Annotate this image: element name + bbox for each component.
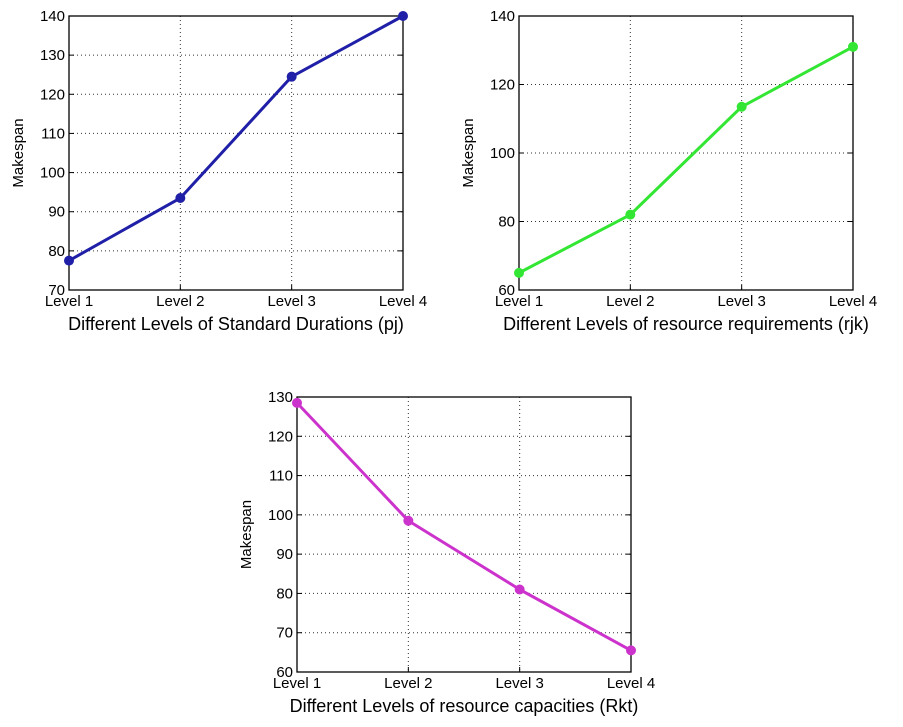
x-tick-label: Level 3	[267, 293, 315, 310]
y-tick-label: 110	[269, 468, 293, 485]
series-line	[68, 14, 404, 262]
y-tick-label: 100	[40, 165, 65, 182]
y-tick-label: 120	[268, 428, 293, 445]
x-axis-label: Different Levels of resource capacities …	[290, 696, 639, 716]
y-axis-label: Makespan	[460, 118, 477, 187]
x-tick-label: Level 1	[45, 293, 93, 310]
chart-2: 60 80 100 120 140 Level 1 Level 2 Level 3 Level …	[460, 8, 877, 334]
x-tick-label: Level 3	[495, 675, 543, 692]
y-tick-label: 140	[40, 8, 65, 25]
x-tick-label: Level 1	[495, 293, 543, 310]
chart-1: 70 80 90 100 110 120 130 140 Level 1 Level 2 Level…	[10, 8, 427, 334]
data-point	[625, 209, 636, 220]
x-tick-label: Level 4	[607, 675, 655, 692]
series-line	[518, 45, 854, 275]
plot-frame	[518, 15, 854, 291]
data-point	[398, 11, 408, 21]
x-tick-label: Level 2	[606, 293, 654, 310]
series-line	[295, 401, 632, 652]
y-tick-label: 60	[498, 282, 515, 299]
y-tick-label: 90	[48, 204, 65, 221]
data-point	[286, 71, 297, 82]
chart-3: 60 70 80 90 100 110 120 130 Level 1 Level 2 Level …	[238, 389, 655, 716]
y-tick-label: 120	[40, 86, 65, 103]
x-tick-label: Level 3	[717, 293, 765, 310]
y-tick-label: 80	[48, 243, 65, 260]
y-tick-label: 70	[48, 282, 65, 299]
y-tick-label: 100	[268, 507, 293, 524]
x-tick-label: Level 4	[379, 293, 427, 310]
y-tick-label: 70	[276, 625, 293, 642]
y-tick-label: 120	[490, 77, 515, 94]
x-axis-label: Different Levels of Standard Durations (…	[68, 314, 404, 334]
plot-frame	[68, 15, 404, 291]
data-point	[514, 267, 524, 278]
data-point	[292, 397, 302, 408]
y-tick-label: 140	[490, 8, 515, 25]
y-tick-label: 100	[490, 145, 515, 162]
y-axis-label: Makespan	[10, 118, 27, 187]
y-tick-label: 110	[41, 125, 65, 142]
data-point	[403, 515, 414, 526]
y-tick-label: 60	[276, 664, 293, 681]
y-tick-label: 130	[268, 389, 293, 406]
data-point	[736, 101, 747, 112]
y-tick-label: 80	[276, 585, 293, 602]
plot-frame	[296, 396, 632, 673]
x-tick-label: Level 2	[156, 293, 204, 310]
x-tick-label: Level 2	[384, 675, 432, 692]
y-tick-label: 90	[276, 546, 293, 563]
data-point	[626, 645, 636, 656]
data-point	[514, 584, 525, 595]
x-tick-label: Level 4	[829, 293, 877, 310]
data-point	[64, 255, 74, 266]
x-tick-label: Level 1	[273, 675, 321, 692]
x-axis-label: Different Levels of resource requirement…	[503, 314, 869, 334]
data-point	[175, 193, 186, 204]
y-tick-label: 80	[498, 214, 515, 231]
y-tick-label: 130	[40, 47, 65, 64]
y-axis-label: Makespan	[238, 500, 255, 569]
data-point	[848, 41, 858, 52]
